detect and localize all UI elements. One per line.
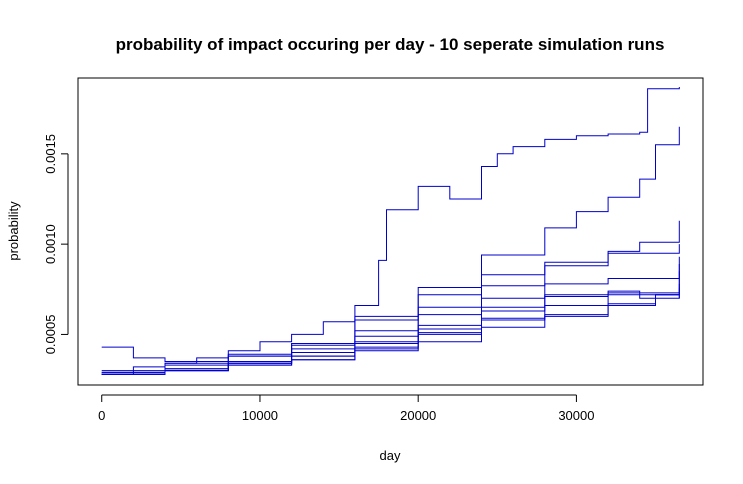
y-tick-label: 0.0010: [43, 224, 58, 264]
x-axis: 0 10000 20000 30000: [98, 394, 594, 423]
chart-title: probability of impact occuring per day -…: [116, 35, 665, 54]
series-layer: [101, 87, 680, 375]
series-line-4: [101, 244, 680, 362]
series-line-6: [101, 287, 680, 373]
plot-frame: [77, 77, 704, 386]
x-tick-label: 20000: [400, 408, 436, 423]
y-axis: 0.0005 0.0010 0.0015: [43, 134, 69, 355]
x-tick-label: 0: [98, 408, 105, 423]
x-axis-label: day: [380, 448, 401, 463]
y-tick-label: 0.0005: [43, 315, 58, 355]
series-line-5: [101, 256, 680, 375]
y-axis-label: probability: [6, 201, 21, 261]
x-tick-label: 10000: [242, 408, 278, 423]
series-line-3: [101, 220, 680, 372]
x-tick-label: 30000: [558, 408, 594, 423]
y-tick-label: 0.0015: [43, 134, 58, 174]
series-line-2: [101, 126, 680, 375]
series-line-10: [101, 264, 680, 375]
series-line-9: [101, 283, 680, 375]
series-line-8: [101, 271, 680, 375]
series-line-7: [101, 294, 680, 373]
